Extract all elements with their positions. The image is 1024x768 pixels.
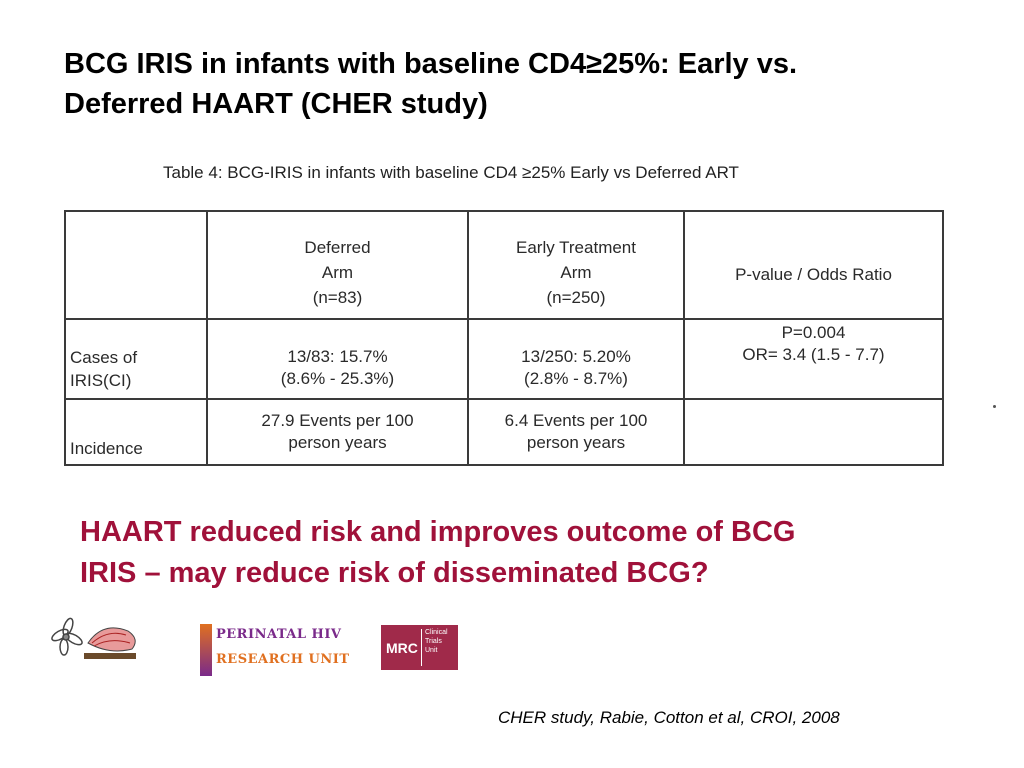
row-label-cases: Cases of IRIS(CI)	[64, 318, 208, 400]
cell-incidence-early: 6.4 Events per 100 person years	[467, 398, 685, 466]
cell-incidence-pvalue	[683, 398, 944, 466]
header-empty-cell	[64, 210, 208, 320]
conclusion-line-1: HAART reduced risk and improves outcome …	[80, 516, 796, 548]
perinatal-hiv-logo: PERINATAL HIV RESEARCH UNIT	[200, 624, 349, 676]
perinatal-logo-line-1: PERINATAL HIV	[216, 627, 342, 642]
stray-dot	[993, 405, 996, 408]
flower-logo-icon: ​	[48, 613, 148, 673]
conclusion-text: HAART reduced risk and improves outcome …	[80, 512, 960, 594]
mrc-logo-divider	[421, 629, 422, 666]
perinatal-logo-line-2: RESEARCH UNIT	[216, 652, 350, 667]
perinatal-logo-bar	[200, 624, 212, 676]
cell-incidence-deferred: 27.9 Events per 100 person years	[206, 398, 469, 466]
header-pvalue-odds-ratio: P-value / Odds Ratio	[683, 210, 944, 320]
slide-title: BCG IRIS in infants with baseline CD4≥25…	[64, 44, 964, 124]
table-row-cases: Cases of IRIS(CI) 13/83: 15.7% (8.6% - 2…	[64, 318, 944, 400]
iris-results-table: Deferred Arm (n=83) Early Treatment Arm …	[64, 210, 944, 466]
table-header-row: Deferred Arm (n=83) Early Treatment Arm …	[64, 210, 944, 320]
header-early-treatment-arm: Early Treatment Arm (n=250)	[467, 210, 685, 320]
table-caption: Table 4: BCG-IRIS in infants with baseli…	[163, 163, 739, 182]
title-line-1: BCG IRIS in infants with baseline CD4≥25…	[64, 48, 798, 80]
cell-cases-deferred: 13/83: 15.7% (8.6% - 25.3%)	[206, 318, 469, 400]
title-line-2: Deferred HAART (CHER study)	[64, 88, 488, 120]
row-label-incidence: Incidence	[64, 398, 208, 466]
citation: CHER study, Rabie, Cotton et al, CROI, 2…	[498, 708, 840, 727]
conclusion-line-2: IRIS – may reduce risk of disseminated B…	[80, 557, 709, 589]
mrc-logo-text: MRC	[386, 640, 418, 656]
table-row-incidence: Incidence 27.9 Events per 100 person yea…	[64, 398, 944, 466]
mrc-logo: MRC Clinical Trials Unit	[381, 625, 458, 670]
header-deferred-arm: Deferred Arm (n=83)	[206, 210, 469, 320]
cell-cases-early: 13/250: 5.20% (2.8% - 8.7%)	[467, 318, 685, 400]
cell-cases-pvalue: P=0.004 OR= 3.4 (1.5 - 7.7)	[683, 318, 944, 400]
mrc-logo-unit: Clinical Trials Unit	[425, 629, 448, 654]
